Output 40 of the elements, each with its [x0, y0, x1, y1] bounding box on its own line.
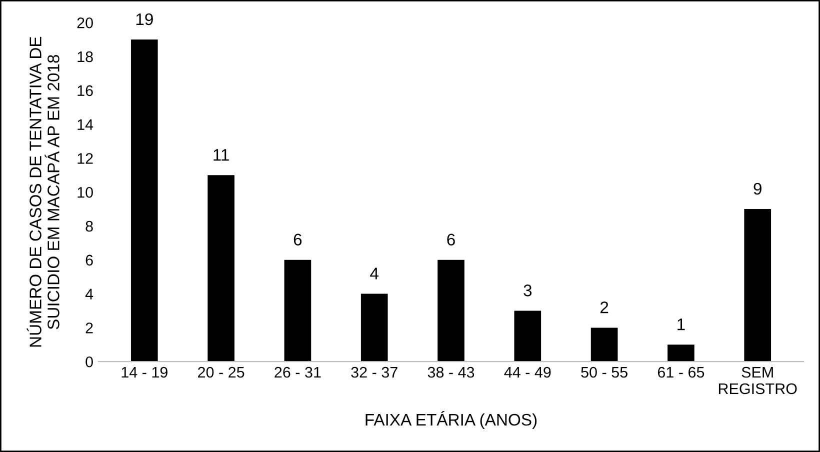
x-tick-label: 14 - 19 [122, 366, 168, 378]
y-tick-label: 14 [78, 119, 94, 130]
bar [590, 328, 618, 362]
x-tick-label: 38 - 43 [428, 366, 474, 378]
y-tick-label: 18 [78, 51, 93, 62]
bar [284, 260, 312, 362]
data-label: 11 [214, 149, 229, 161]
x-tick-label: 44 - 49 [504, 366, 551, 378]
x-tick-label: 32 - 37 [351, 366, 398, 378]
x-tick-label: 26 - 31 [274, 366, 321, 378]
bar [744, 209, 772, 362]
bar [668, 344, 694, 362]
data-label: 2 [600, 301, 608, 314]
data-label: 6 [294, 234, 302, 246]
x-tick-label: 50 - 55 [581, 366, 628, 378]
data-label: 6 [447, 234, 455, 246]
bar [130, 40, 158, 362]
y-tick-label: 6 [86, 254, 93, 266]
x-axis-title: FAIXA ETÁRIA (ANOS) [366, 411, 537, 429]
bar [438, 260, 464, 362]
bar [208, 175, 234, 362]
y-tick-label: 20 [77, 17, 93, 28]
x-tick-label: SEM REGISTRO [718, 366, 797, 394]
y-tick-label: 0 [86, 356, 93, 368]
y-tick-label: 12 [78, 153, 93, 164]
x-tick-label: 20 - 25 [198, 366, 244, 378]
y-tick-label: 10 [78, 186, 93, 198]
y-tick-label: 16 [78, 85, 93, 96]
bar [514, 310, 542, 362]
y-tick-label: 4 [85, 288, 94, 300]
y-tick-label: 8 [86, 220, 93, 232]
y-axis-title: NÚMERO DE CASOS DE TENTATIVA DE SUICIDIO EM MACAPÁ AP EM 2018 [26, 36, 60, 347]
x-tick-label: 61 - 65 [658, 366, 704, 378]
data-label: 3 [524, 284, 532, 296]
data-label: 4 [370, 268, 378, 280]
data-label: 1 [678, 318, 685, 330]
bar [360, 294, 388, 362]
y-tick-label: 2 [86, 322, 93, 334]
data-label: 19 [136, 13, 153, 26]
data-label: 9 [754, 182, 762, 195]
